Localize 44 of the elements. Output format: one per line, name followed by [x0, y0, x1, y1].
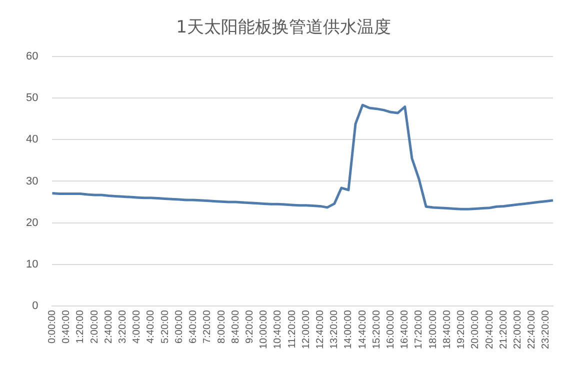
x-tick-label: 23:20:00: [540, 310, 552, 350]
x-tick-label: 16:40:00: [400, 310, 411, 350]
y-tick-label: 30: [26, 175, 38, 188]
x-tick-label: 21:20:00: [498, 310, 510, 350]
x-tick-label: 17:20:00: [414, 310, 425, 350]
x-tick-label: 10:40:00: [272, 310, 284, 350]
y-tick-label: 20: [26, 216, 38, 229]
x-tick-label: 15:20:00: [371, 310, 382, 350]
x-tick-label: 5:20:00: [160, 310, 171, 344]
x-tick-label: 1:20:00: [75, 310, 86, 344]
x-tick-label: 3:20:00: [118, 310, 129, 344]
x-tick-label: 12:40:00: [315, 310, 326, 350]
x-tick-label: 7:20:00: [202, 310, 214, 344]
x-tick-label: 0:00:00: [46, 310, 58, 344]
x-tick-label: 22:40:00: [526, 310, 538, 350]
x-tick-label: 9:20:00: [244, 310, 256, 344]
x-tick-label: 13:20:00: [329, 310, 340, 350]
x-tick-label: 19:20:00: [456, 310, 468, 350]
x-tick-label: 2:00:00: [89, 310, 100, 344]
x-tick-label: 0:40:00: [61, 310, 72, 344]
x-tick-label: 18:00:00: [428, 310, 439, 350]
x-tick-label: 2:40:00: [103, 310, 114, 344]
x-tick-label: 14:00:00: [343, 310, 354, 350]
x-tick-label: 16:00:00: [386, 310, 397, 350]
chart-title: 1天太阳能板换管道供水温度: [176, 18, 391, 38]
x-tick-label: 20:00:00: [470, 310, 482, 350]
y-tick-label: 60: [26, 50, 38, 62]
x-tick-label: 4:00:00: [132, 310, 143, 344]
x-tick-label: 22:00:00: [512, 310, 524, 350]
x-tick-label: 8:00:00: [216, 310, 228, 344]
y-tick-label: 40: [26, 134, 38, 146]
x-tick-label: 4:40:00: [146, 310, 157, 344]
y-tick-label: 10: [26, 258, 38, 270]
x-tick-label: 6:00:00: [174, 310, 185, 344]
x-tick-label: 11:20:00: [286, 310, 298, 348]
x-tick-label: 12:00:00: [300, 310, 312, 350]
x-tick-label: 10:00:00: [258, 310, 270, 350]
x-tick-label: 6:40:00: [188, 310, 200, 344]
x-tick-label: 18:40:00: [442, 310, 453, 350]
x-tick-label: 8:40:00: [230, 310, 242, 344]
x-tick-label: 14:40:00: [357, 310, 368, 350]
y-tick-label: 50: [26, 92, 38, 104]
x-tick-label: 20:40:00: [484, 310, 496, 350]
y-tick-label: 0: [32, 300, 38, 312]
